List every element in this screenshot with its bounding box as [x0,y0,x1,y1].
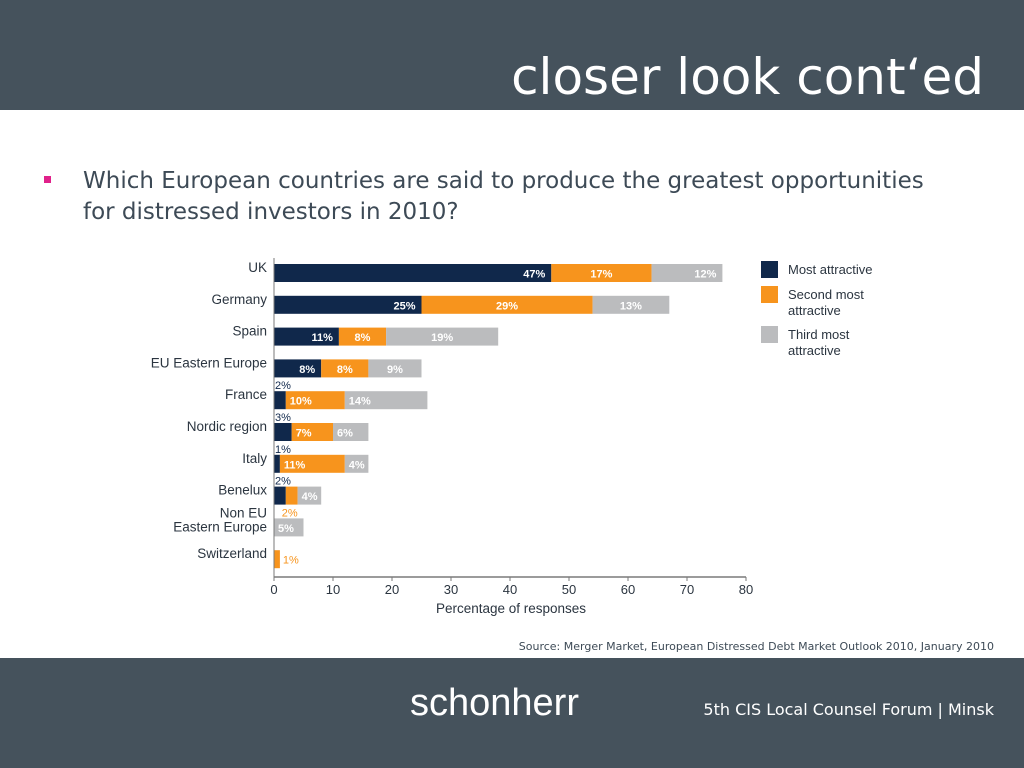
legend-label: attractive [788,303,841,318]
data-label: 2% [275,476,291,488]
x-tick-label: 20 [385,582,399,597]
bar-segment-third [592,295,670,314]
data-label: 1% [275,444,291,456]
legend-label: Second most [788,287,864,302]
x-tick-label: 60 [621,582,635,597]
bar-segment-third [386,327,499,346]
bullet-text: Which European countries are said to pro… [83,168,924,225]
x-tick-label: 80 [739,582,753,597]
data-label: 7% [296,428,312,440]
bar-segment-second [291,423,333,441]
data-label: 1% [283,555,299,567]
legend-swatch-second [761,286,778,303]
bar-segment-third [274,518,304,537]
data-label: 5% [278,523,294,535]
x-tick-label: 50 [562,582,576,597]
data-label: 12% [694,269,716,281]
bar-segment-second [421,295,593,314]
data-label: 29% [496,300,518,312]
data-label: 13% [620,300,642,312]
data-label: 19% [431,332,453,344]
square-bullet-icon [44,176,51,183]
category-label: Italy [242,451,267,466]
slide-title: closer look cont‘ed [511,48,984,106]
category-label: Non EU [220,505,267,520]
bar-segment-third [344,454,369,473]
data-label: 6% [337,428,353,440]
bar-segment-second [279,454,345,473]
data-label: 4% [349,459,365,471]
header-bar [0,0,1024,110]
bar-segment-most [274,391,286,410]
data-label: 10% [290,396,312,408]
x-tick-label: 70 [680,582,694,597]
x-axis-label: Percentage of responses [436,601,586,616]
event-name: 5th CIS Local Counsel Forum | Minsk [703,700,994,719]
footer-bar [0,658,1024,768]
category-label: Benelux [218,483,267,498]
bar-segment-third [333,423,369,441]
data-label: 47% [523,269,545,281]
data-label: 8% [337,364,353,376]
category-label: Spain [232,324,267,339]
x-tick-label: 40 [503,582,517,597]
data-label: 4% [302,491,318,503]
data-label: 2% [282,508,298,520]
category-label: Switzerland [197,546,267,561]
category-label: Eastern Europe [173,519,267,534]
category-label: UK [248,260,267,275]
data-label: 2% [275,380,291,392]
data-label: 25% [393,300,415,312]
bar-segment-third [651,264,723,282]
bar-segment-most [274,423,292,441]
data-label: 11% [311,332,333,344]
bar-segment-second [285,486,298,505]
bar-segment-second [338,327,387,346]
category-label: Germany [211,292,267,307]
bar-segment-most [274,359,322,378]
bar-segment-second [321,359,369,378]
data-label: 8% [299,364,315,376]
legend-swatch-most [761,261,778,278]
bar-segment-most [274,327,339,346]
data-label: 17% [590,269,612,281]
category-label: EU Eastern Europe [151,355,267,370]
data-label: 11% [284,459,306,471]
data-label: 8% [355,332,371,344]
bar-segment-most [274,486,286,505]
bar-segment-second [551,264,652,282]
legend-swatch-third [761,326,778,343]
legend-label: attractive [788,343,841,358]
x-tick-label: 0 [270,582,277,597]
data-label: 9% [387,364,403,376]
data-label: 3% [275,412,291,424]
data-label: 14% [349,396,371,408]
bar-segment-most [274,454,280,473]
x-tick-label: 10 [326,582,340,597]
bar-segment-most [274,295,422,314]
bar-segment-third [344,391,428,410]
bar-segment-second [274,550,280,569]
category-label: France [225,387,267,402]
bar-segment-third [297,486,322,505]
category-label: Nordic region [187,419,267,434]
source-note: Source: Merger Market, European Distress… [518,640,994,653]
legend-label: Third most [788,327,850,342]
legend-label: Most attractive [788,262,873,277]
bar-segment-second [285,391,345,410]
bar-segment-third [368,359,422,378]
bar-segment-most [274,264,552,282]
x-tick-label: 30 [444,582,458,597]
company-logo: schonherr [410,682,579,724]
